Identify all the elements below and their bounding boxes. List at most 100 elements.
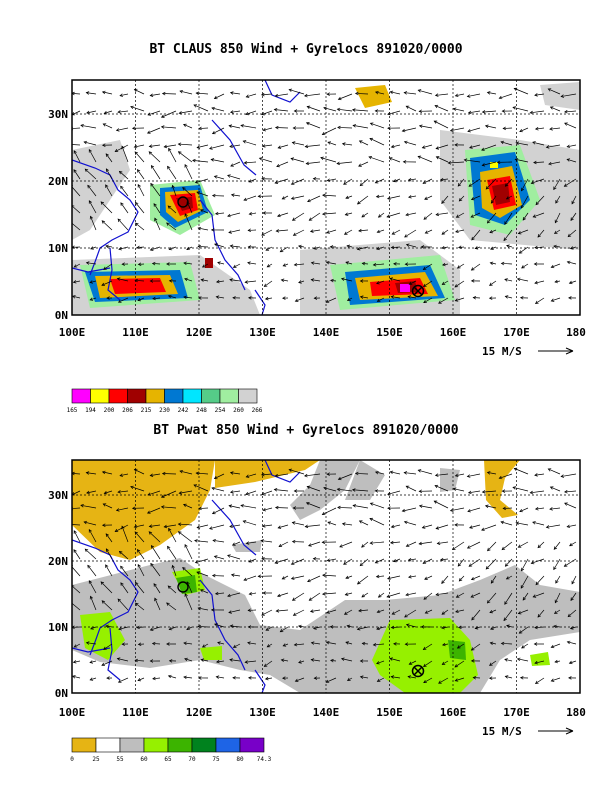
wind-arrow-head [339, 544, 343, 548]
wind-arrow-shaft [455, 677, 465, 682]
wind-arrow-head [193, 104, 198, 108]
map2-wind-scale-arrow [538, 727, 574, 735]
wind-arrow-shaft [515, 158, 529, 163]
wind-arrow-head [521, 265, 525, 269]
map2-lat-tick: 30N [48, 489, 68, 502]
wind-arrow-shaft [116, 127, 129, 131]
wind-arrow-head [137, 183, 141, 188]
wind-arrow-head [405, 592, 409, 597]
wind-arrow-head [228, 610, 232, 614]
wind-arrow-shaft [402, 507, 417, 512]
wind-arrow-head [517, 611, 522, 615]
wind-arrow-head [90, 626, 94, 630]
wind-arrow-shaft [260, 540, 273, 543]
map1-title: BT CLAUS 850 Wind + Gyrelocs 891020/0000 [149, 42, 463, 57]
wind-arrow-head [346, 297, 351, 301]
wind-arrow-head [121, 262, 125, 266]
wind-arrow-head [322, 573, 326, 578]
wind-arrow-head [73, 264, 78, 268]
wind-arrow-head [149, 279, 154, 283]
wind-arrow-head [313, 246, 317, 250]
wind-arrow-shaft [468, 110, 481, 114]
wind-arrow-head [322, 193, 326, 198]
wind-arrow-head [346, 677, 351, 681]
map1-lon-tick: 140E [313, 326, 340, 339]
wind-arrow-head [177, 531, 182, 535]
wind-arrow-head [215, 675, 220, 679]
wind-arrow-head [214, 623, 218, 627]
wind-arrow-shaft [459, 575, 465, 582]
wind-arrow-head [184, 163, 188, 168]
wind-arrow-head [337, 505, 341, 510]
wind-arrow-shaft [259, 157, 273, 163]
wind-arrow-head [337, 96, 342, 101]
wind-arrow-shaft [571, 575, 577, 584]
wind-arrow-shaft [501, 643, 513, 645]
wind-arrow-head [151, 261, 156, 266]
wind-arrow-head [134, 151, 139, 155]
wind-arrow-shaft [375, 558, 385, 564]
wind-arrow-head [245, 474, 250, 478]
wind-arrow-head [288, 88, 293, 92]
wind-arrow-head [183, 261, 187, 265]
wind-arrow-head [87, 184, 91, 189]
wind-arrow-head [571, 200, 575, 205]
wind-arrow-head [230, 193, 235, 197]
wind-arrow-head [105, 244, 109, 249]
wind-arrow-head [88, 148, 92, 153]
wind-arrow-shaft [307, 575, 321, 582]
wind-arrow-shaft [419, 541, 433, 545]
wind-arrow-head [200, 658, 205, 662]
wind-arrow-shaft [117, 658, 129, 662]
wind-arrow-shaft [230, 161, 241, 167]
wind-arrow-head [369, 517, 374, 522]
wind-arrow-head [229, 244, 234, 248]
wind-arrow-shaft [564, 122, 577, 129]
wind-arrow-shaft [215, 212, 225, 215]
wind-arrow-head [489, 261, 494, 265]
wind-arrow-head [389, 90, 394, 95]
wind-arrow-head [405, 105, 410, 109]
wind-arrow-head [434, 484, 439, 489]
wind-arrow-head [304, 524, 309, 529]
wind-arrow-shaft [184, 544, 193, 560]
wind-arrow-shaft [135, 659, 145, 662]
wind-arrow-shaft [151, 165, 161, 180]
wind-arrow-shaft [229, 144, 241, 148]
wind-arrow-head [197, 624, 202, 629]
map1-lat-tick: 10N [48, 242, 68, 255]
wind-arrow-shaft [294, 643, 305, 646]
wind-arrow-shaft [535, 507, 545, 510]
wind-arrow-head [266, 644, 271, 648]
wind-arrow-head [474, 626, 479, 630]
wind-arrow-head [521, 187, 525, 192]
wind-arrow-head [199, 209, 204, 213]
wind-arrow-head [196, 525, 201, 529]
wind-arrow-head [194, 560, 199, 564]
wind-arrow-shaft [230, 472, 241, 475]
wind-arrow-head [247, 261, 251, 265]
wind-arrow-head [240, 124, 244, 128]
map1-gyre-marker-circle [177, 196, 189, 208]
wind-arrow-shaft [569, 541, 577, 546]
wind-arrow-shaft [102, 471, 113, 475]
colorbar-swatch [145, 388, 165, 404]
wind-arrow-head [262, 591, 266, 595]
wind-arrow-shaft [408, 178, 417, 181]
wind-arrow-head [114, 528, 119, 532]
wind-arrow-head [537, 234, 541, 238]
wind-arrow-shaft [87, 185, 97, 197]
wind-arrow-shaft [533, 161, 545, 163]
wind-arrow-shaft [358, 161, 369, 167]
wind-arrow-shaft [534, 626, 545, 629]
wind-arrow-shaft [298, 660, 305, 664]
wind-arrow-shaft [564, 490, 577, 493]
wind-arrow-shaft [73, 280, 81, 283]
colorbar-label: 55 [116, 756, 124, 763]
wind-arrow-shaft [135, 279, 145, 282]
wind-arrow-head [166, 642, 170, 646]
wind-arrow-head [277, 593, 281, 598]
wind-arrow-head [359, 279, 364, 283]
wind-arrow-head [469, 525, 473, 529]
colorbar-swatch [239, 737, 265, 753]
